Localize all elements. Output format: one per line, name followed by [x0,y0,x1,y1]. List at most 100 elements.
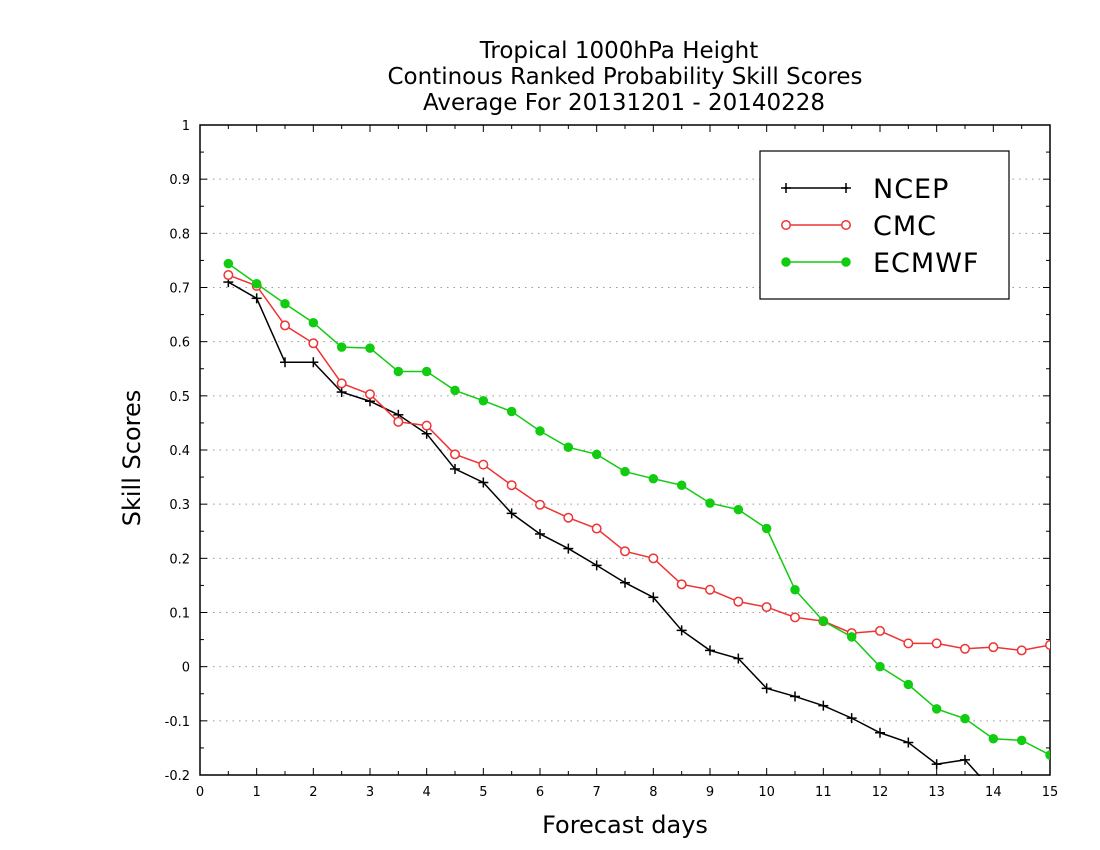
data-point-ncep [705,645,715,656]
data-point-ecmwf [846,632,857,642]
data-point-ecmwf [620,466,630,477]
y-tick-label: -0.2 [165,769,190,784]
legend-marker-ncep [781,183,791,193]
x-tick-label: 13 [928,785,945,800]
data-point-cmc [336,378,347,389]
legend-label-ecmwf: ECMWF [873,248,979,279]
data-point-ecmwf [733,504,744,515]
x-tick-label: 0 [196,785,204,800]
x-tick-label: 6 [536,785,544,800]
data-point-ncep [761,683,772,694]
x-tick-label: 1 [253,785,261,800]
y-tick-label: -0.1 [165,715,190,730]
legend-marker-ecmwf [781,257,791,267]
y-tick-label: 0.5 [169,390,190,405]
data-point-cmc [308,338,319,349]
data-point-ncep [478,477,489,488]
y-tick-label: 1 [182,119,190,134]
data-point-ecmwf [875,661,885,672]
data-point-ncep [931,759,942,770]
data-point-ncep [506,508,517,519]
x-tick-label: 4 [423,785,431,800]
data-point-cmc [506,480,517,491]
data-point-ncep [280,357,290,368]
legend-marker-ecmwf [841,257,851,267]
data-point-ncep [790,691,800,702]
y-tick-label: 0.7 [169,282,190,297]
legend-item-ncep: NCEP [781,174,948,205]
data-point-cmc [223,270,234,281]
data-point-ecmwf [563,442,574,453]
legend: NCEP CMC ECMWF [759,150,1010,300]
data-point-ecmwf [591,449,602,460]
data-point-ncep [308,357,319,368]
data-point-ecmwf [705,498,715,508]
data-point-cmc [931,638,942,649]
x-tick-label: 9 [706,785,714,800]
data-point-ncep [251,293,262,304]
data-point-cmc [790,612,800,623]
x-tick-label: 7 [593,785,601,800]
x-tick-label: 2 [309,785,317,800]
x-tick-labels: 0 1 2 3 4 5 6 7 8 9 10 11 12 13 14 15 [196,785,1058,800]
title-line-2: Continous Ranked Probability Skill Score… [387,64,862,90]
y-tick-label: 0.3 [169,498,190,513]
data-point-ecmwf [478,395,489,406]
series-ecmwf [223,258,1050,760]
data-point-ncep [818,700,829,711]
data-point-ncep [1045,813,1055,823]
data-point-cmc [875,625,885,636]
data-point-ncep [733,653,744,664]
x-tick-label: 12 [872,785,889,800]
data-point-ncep [620,577,630,588]
data-point-cmc [988,642,999,653]
data-point-cmc [450,449,460,460]
data-point-cmc [421,420,432,431]
x-tick-label: 8 [649,785,657,800]
data-point-cmc [620,546,630,557]
data-point-ecmwf [336,342,347,352]
data-point-cmc [676,579,687,590]
data-point-ncep [875,727,885,738]
y-tick-label: 0.1 [169,607,190,622]
x-tick-label: 5 [479,785,487,800]
data-point-ncep [535,528,545,539]
data-point-ncep [336,387,347,398]
data-point-ncep [1017,803,1027,813]
series-line-ncep [227,281,981,776]
axis-ticks [199,124,1051,776]
data-point-ecmwf [790,585,800,595]
x-axis-label: Forecast days [542,811,708,839]
data-point-ncep [450,463,460,474]
y-tick-label: 0.2 [169,552,190,567]
data-point-ecmwf [761,523,772,534]
series-ncep [223,277,1055,823]
data-point-ecmwf [506,406,517,417]
data-point-ecmwf [903,679,914,690]
data-point-ncep [676,625,687,636]
data-point-ncep [846,713,857,724]
data-point-ecmwf [393,366,404,377]
x-tick-label: 3 [366,785,374,800]
data-point-ecmwf [1016,735,1027,746]
data-point-ecmwf [648,473,659,484]
data-point-cmc [903,638,914,649]
data-point-ecmwf [960,713,970,724]
y-axis-label: Skill Scores [118,390,146,527]
data-point-cmc [761,602,772,613]
series-line-cmc [228,274,1050,652]
y-tick-label: 0.6 [169,336,190,351]
data-point-cmc [365,389,375,400]
series-line-ecmwf [227,263,1050,756]
data-point-ncep [903,737,914,748]
x-tick-label: 10 [758,785,775,800]
x-tick-label: 11 [815,785,832,800]
legend-item-ecmwf: ECMWF [781,248,979,279]
data-point-ecmwf [280,299,290,309]
data-point-cmc [535,499,545,510]
chart-title: Tropical 1000hPa Height Continous Ranked… [387,38,862,116]
series-cmc [223,270,1050,656]
y-tick-label: 0.4 [169,444,190,459]
data-point-cmc [1045,640,1050,650]
